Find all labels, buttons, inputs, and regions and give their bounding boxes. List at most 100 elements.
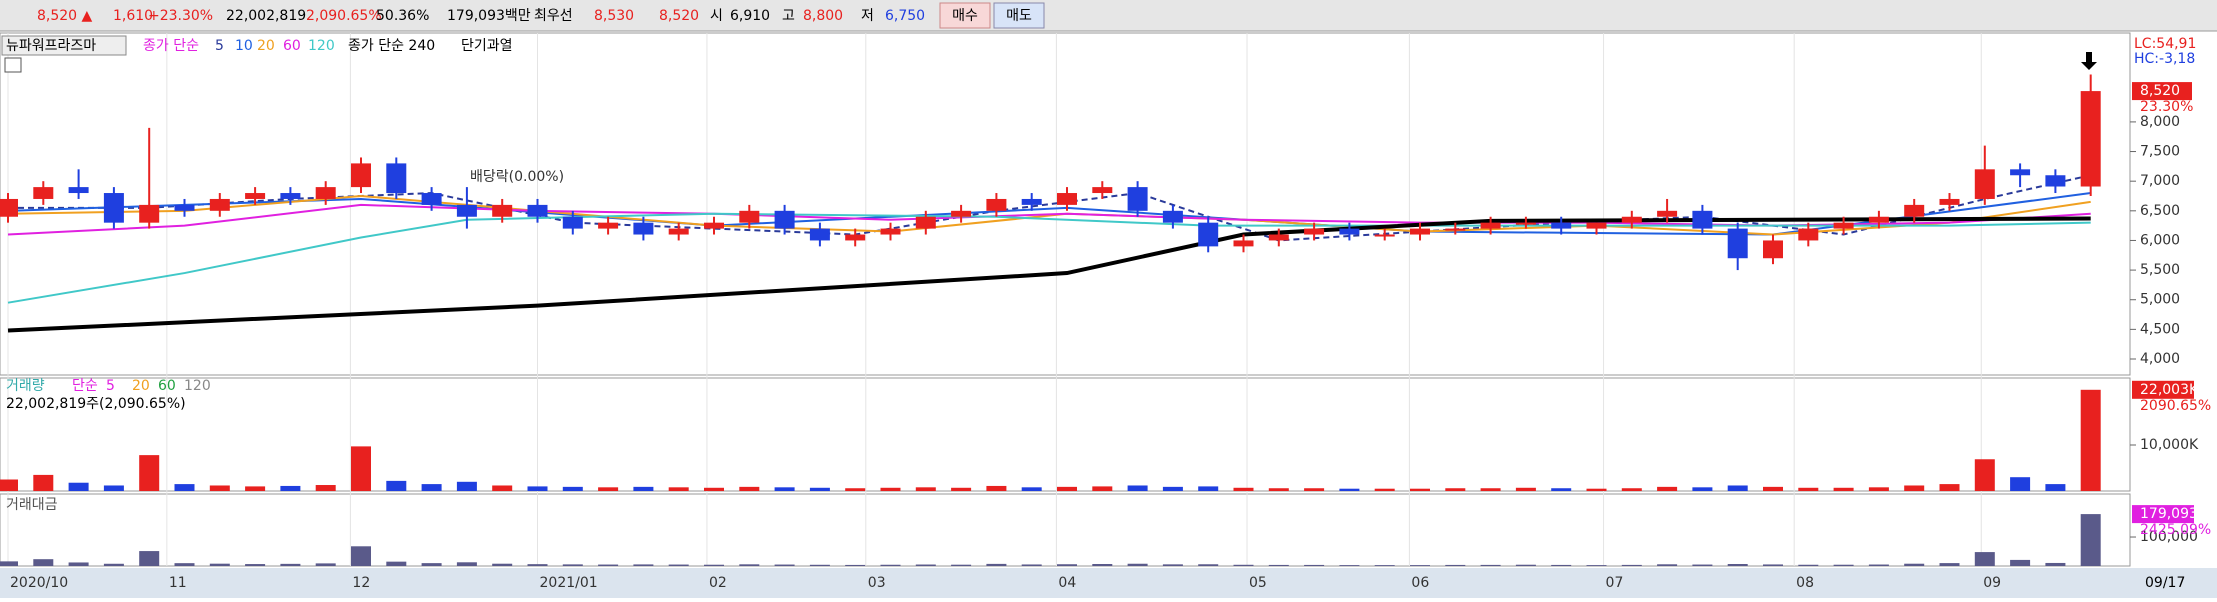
annotation: 배당락(0.00%) xyxy=(470,169,564,185)
candle-body xyxy=(915,216,936,229)
candle-body xyxy=(1833,222,1854,229)
bar xyxy=(2080,389,2101,491)
change: 1,610 xyxy=(113,8,153,24)
last-price-box xyxy=(2132,82,2192,101)
bar xyxy=(2045,484,2066,491)
candle-body xyxy=(33,187,54,199)
bar xyxy=(1374,488,1395,491)
legend-item: 120 xyxy=(308,38,335,54)
bar xyxy=(633,486,654,491)
bar xyxy=(562,486,583,491)
candle-body xyxy=(1374,234,1395,237)
candle-body xyxy=(2010,169,2031,176)
candle-body xyxy=(739,210,760,223)
bar xyxy=(1268,488,1289,491)
bar xyxy=(845,564,866,566)
bar xyxy=(1515,564,1536,566)
candle-body xyxy=(527,204,548,217)
candle-body xyxy=(1057,193,1077,205)
bar xyxy=(1233,564,1254,566)
value-pct-label: 2090.65% xyxy=(2140,398,2211,414)
x-tick-label: 04 xyxy=(1058,575,1076,591)
turnover: 50.36% xyxy=(376,8,429,24)
candle-body xyxy=(351,163,371,188)
candle-body xyxy=(1445,228,1466,231)
candle-body xyxy=(456,204,477,217)
value-box-label: 179,093 xyxy=(2140,506,2198,522)
volume-pct: 2,090.65% xyxy=(306,8,382,24)
candle-body xyxy=(421,193,442,205)
candle-body xyxy=(1692,210,1713,229)
candle-body xyxy=(1268,234,1289,241)
bar xyxy=(527,486,548,491)
low-label: 저 xyxy=(861,8,874,24)
candle-body xyxy=(2080,91,2101,187)
bar xyxy=(774,487,795,491)
bar xyxy=(1198,564,1219,566)
legend-item: 60 xyxy=(158,378,176,394)
bar xyxy=(2010,477,2031,491)
buy-button[interactable] xyxy=(939,2,991,29)
sell-button[interactable] xyxy=(993,2,1045,29)
x-tick-label: 2020/10 xyxy=(10,575,68,591)
bar xyxy=(1304,488,1325,491)
open: 6,910 xyxy=(730,8,770,24)
bar xyxy=(704,487,724,491)
bar xyxy=(245,486,266,491)
value-box xyxy=(2132,505,2194,524)
volume-legend-prefix: 단순 xyxy=(72,378,98,394)
candle-body xyxy=(139,204,160,223)
value-pct-label: 2425.09% xyxy=(2140,522,2211,538)
sell-label[interactable]: 매도 xyxy=(1006,8,1032,24)
candle-body xyxy=(1868,216,1889,223)
legend-prefix: 종가 단순 xyxy=(143,38,199,54)
bar xyxy=(2010,559,2031,566)
y-tick-label: 5,000 xyxy=(2140,292,2180,308)
candle-body xyxy=(986,198,1007,211)
x-tick-label: 03 xyxy=(868,575,886,591)
bar xyxy=(1833,564,1854,566)
bar xyxy=(1657,486,1678,491)
y-tick-label: 10,000K xyxy=(2140,437,2199,453)
bar xyxy=(598,487,619,491)
candle-body xyxy=(386,163,407,194)
bar xyxy=(68,482,89,491)
x-tick-label: 2021/01 xyxy=(540,575,598,591)
bar xyxy=(1657,564,1678,566)
lc-label: LC:54,91 xyxy=(2134,36,2196,52)
bar xyxy=(774,564,795,566)
bar xyxy=(1374,565,1395,566)
bar xyxy=(809,487,830,491)
bar xyxy=(1410,565,1430,566)
bar xyxy=(598,564,619,566)
bar xyxy=(0,561,18,566)
bar xyxy=(1480,488,1501,491)
bar xyxy=(880,487,901,491)
high-label: 고 xyxy=(782,8,795,24)
y-tick-label: 8,000 xyxy=(2140,114,2180,130)
bar xyxy=(139,455,160,491)
candle-body xyxy=(845,234,866,241)
bar xyxy=(1833,487,1854,491)
candle-body xyxy=(1339,228,1360,235)
candle-body xyxy=(1657,210,1678,217)
overheat-badge: 단기과열 xyxy=(461,38,513,54)
candle-body xyxy=(1162,210,1183,223)
bar xyxy=(915,564,936,566)
grid-icon[interactable] xyxy=(4,57,22,73)
bar xyxy=(1480,564,1501,566)
title-box xyxy=(1,35,127,56)
bar xyxy=(174,484,195,491)
change-pct: +23.30% xyxy=(148,8,213,24)
bar xyxy=(421,484,442,491)
buy-label[interactable]: 매수 xyxy=(952,8,978,24)
candle-body xyxy=(1198,222,1219,247)
bar xyxy=(1021,564,1042,566)
bar xyxy=(1339,488,1360,491)
value-box xyxy=(2132,380,2194,399)
bar xyxy=(103,563,124,566)
stock-title: 뉴파워프라즈마 xyxy=(6,38,96,54)
candle-body xyxy=(0,198,18,217)
x-tick-label: 07 xyxy=(1606,575,1624,591)
bar xyxy=(1763,564,1783,566)
